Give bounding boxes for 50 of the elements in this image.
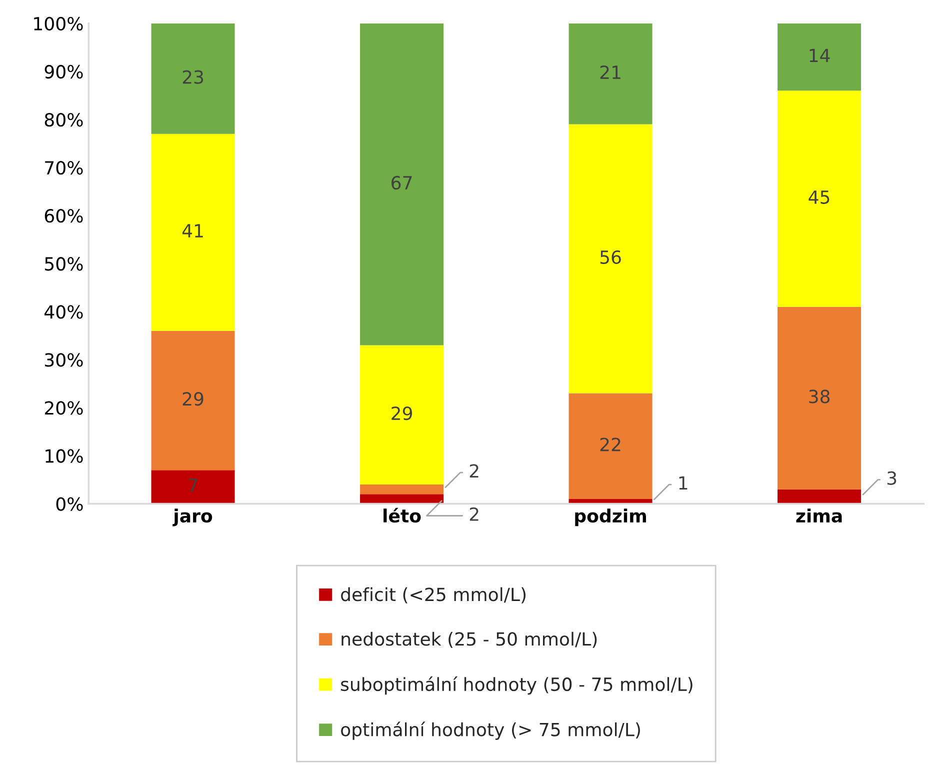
legend-label: nedostatek (25 - 50 mmol/L)	[342, 632, 597, 648]
legend-label: deficit (<25 mmol/L)	[341, 587, 526, 604]
bar	[568, 393, 652, 499]
y-tick-label: 100%	[34, 16, 83, 31]
y-tick-label: 90%	[44, 64, 83, 79]
x-tick-label: jaro	[172, 508, 212, 526]
bar	[151, 470, 235, 504]
bar	[151, 134, 235, 331]
x-tick-label: podzim	[575, 508, 646, 526]
bar	[568, 124, 652, 394]
data-label: 41	[182, 224, 203, 238]
bar	[360, 494, 444, 504]
bar	[568, 23, 652, 124]
data-label: 22	[600, 438, 620, 452]
data-label: 21	[600, 65, 620, 79]
y-tick-label: 60%	[44, 209, 83, 223]
y-tick-label: 30%	[45, 353, 83, 367]
y-tick-label: 40%	[44, 305, 83, 319]
bar	[778, 23, 862, 91]
y-tick-label: 20%	[44, 401, 83, 415]
data-label: 2	[470, 507, 478, 521]
bar	[778, 489, 862, 504]
bar	[778, 306, 862, 490]
legend-label: suboptimální hodnoty (50 - 75 mmol/L)	[341, 676, 692, 695]
data-label: 14	[810, 48, 830, 62]
bar	[151, 330, 235, 470]
bar	[360, 345, 444, 485]
legend-label: optimální hodnoty (> 75 mmol/L)	[341, 722, 640, 740]
data-label: 56	[600, 250, 621, 264]
data-label: 45	[808, 190, 830, 204]
bar	[360, 484, 444, 494]
y-tick-label: 80%	[44, 112, 83, 127]
data-label: 67	[392, 176, 412, 190]
bar	[778, 90, 862, 307]
x-tick-label: léto	[384, 508, 421, 523]
bar	[360, 23, 444, 346]
y-tick-label: 70%	[45, 160, 83, 175]
data-label: 3	[887, 471, 896, 485]
data-label: 38	[809, 390, 830, 404]
y-tick-label: 10%	[46, 449, 83, 463]
y-tick-label: 0%	[56, 497, 83, 511]
data-label: 2	[470, 464, 478, 478]
data-label: 7	[188, 478, 198, 492]
y-tick-label: 50%	[45, 257, 83, 271]
x-tick-label: zima	[796, 508, 842, 523]
data-label: 1	[679, 476, 688, 490]
data-label: 29	[392, 406, 412, 420]
bar	[151, 23, 235, 134]
data-label: 23	[182, 70, 204, 84]
data-label: 29	[182, 392, 204, 406]
